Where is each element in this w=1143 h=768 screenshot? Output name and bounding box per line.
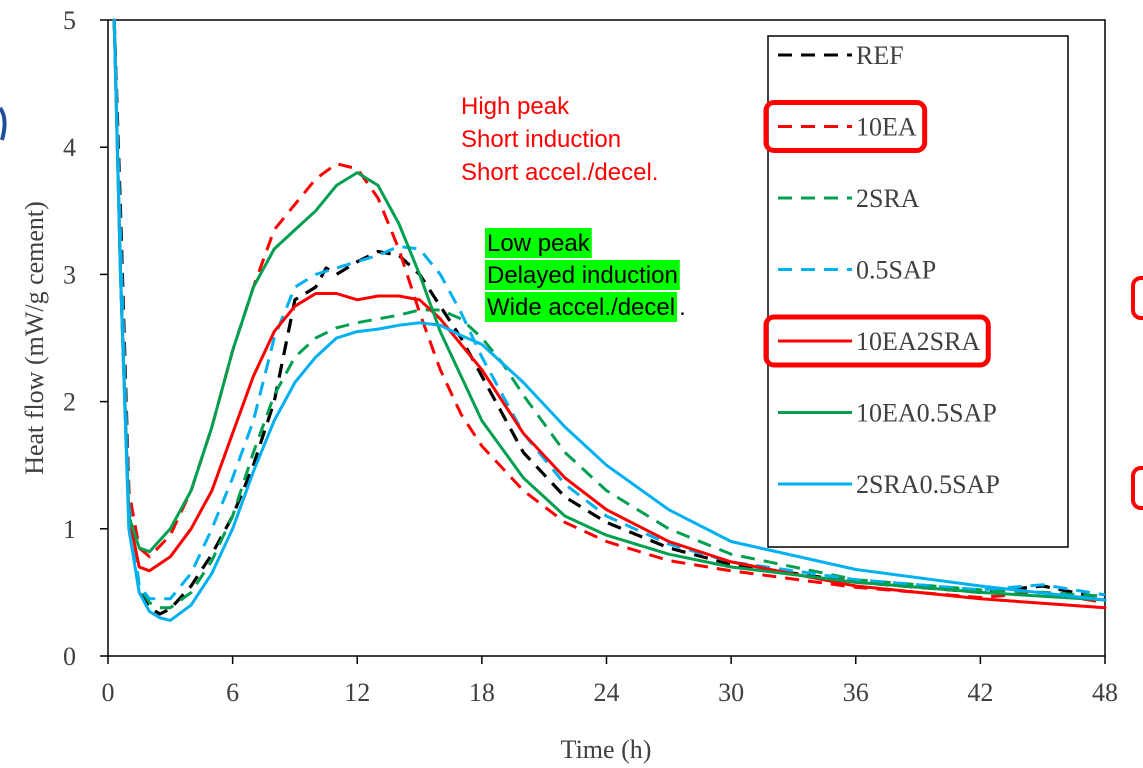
series-line-10ea0-5sap [112, 18, 1107, 602]
annotations: High peak Short induction Short accel./dec… [461, 93, 686, 322]
series-line-10ea2sra [112, 18, 1107, 610]
legend-box [767, 35, 1069, 548]
annotation-green-highlight-1 [485, 228, 592, 258]
y-tick-label-5: 5 [63, 6, 76, 35]
series-line-2sra [112, 19, 1106, 610]
x-tick-label-6: 6 [226, 678, 239, 707]
legend-label-2sra0-5sap: 2SRA0.5SAP [856, 470, 1000, 499]
legend-label-10ea2sra: 10EA2SRA [856, 327, 980, 356]
legend-label-2sra: 2SRA [856, 184, 920, 213]
series-line-ref [112, 19, 1106, 616]
annotation-green-highlight-3 [485, 292, 678, 322]
legend-label-10ea0-5sap: 10EA0.5SAP [856, 399, 997, 428]
annotation-red-line-3: Short accel./decel. [461, 159, 658, 186]
legend-label-ref: REF [856, 41, 904, 70]
y-axis-title: Heat flow (mW/g cement) [20, 201, 49, 475]
y-tick-label-3: 3 [63, 260, 76, 289]
x-axis-ticks: 0 6 12 18 24 30 36 42 48 [102, 656, 1118, 707]
y-tick-label-4: 4 [63, 133, 76, 162]
annotation-green-line-2: Delayed induction [487, 262, 678, 289]
y-axis-ticks: 0 1 2 3 4 5 [63, 6, 108, 671]
cropped-red-box-2 [1131, 466, 1143, 510]
x-tick-label-48: 48 [1092, 678, 1118, 707]
series-line-2sra0-5sap [112, 18, 1107, 622]
series-line-0-5sap [112, 19, 1106, 601]
annotation-green-line-1: Low peak [487, 230, 591, 257]
annotation-red-line-1: High peak [461, 93, 570, 120]
x-tick-label-24: 24 [594, 678, 620, 707]
annotation-green-highlight-2 [485, 260, 680, 290]
x-tick-label-18: 18 [469, 678, 495, 707]
legend: REF10EA2SRA0.5SAP10EA2SRA10EA0.5SAP2SRA0… [763, 35, 1069, 548]
x-tick-label-30: 30 [718, 678, 744, 707]
cropped-red-box-1 [1131, 276, 1143, 320]
x-axis-title: Time (h) [561, 735, 652, 764]
x-tick-label-0: 0 [102, 678, 115, 707]
y-tick-label-2: 2 [63, 388, 76, 417]
x-tick-label-36: 36 [843, 678, 869, 707]
annotation-trailing-period: . [679, 294, 686, 321]
x-tick-label-42: 42 [967, 678, 993, 707]
legend-label-0-5sap: 0.5SAP [856, 256, 936, 285]
series-layer [112, 18, 1107, 622]
annotation-red-line-2: Short induction [461, 126, 621, 153]
legend-highlight-10ea2sra [763, 314, 991, 368]
x-tick-label-12: 12 [344, 678, 370, 707]
cropped-blue-mark [0, 106, 7, 141]
y-tick-label-0: 0 [63, 642, 76, 671]
legend-label-10ea: 10EA [856, 113, 917, 142]
series-line-10ea [112, 19, 1106, 605]
annotation-green-line-3: Wide accel./decel [487, 294, 675, 321]
y-tick-label-1: 1 [63, 515, 76, 544]
legend-highlight-10ea [763, 100, 928, 153]
